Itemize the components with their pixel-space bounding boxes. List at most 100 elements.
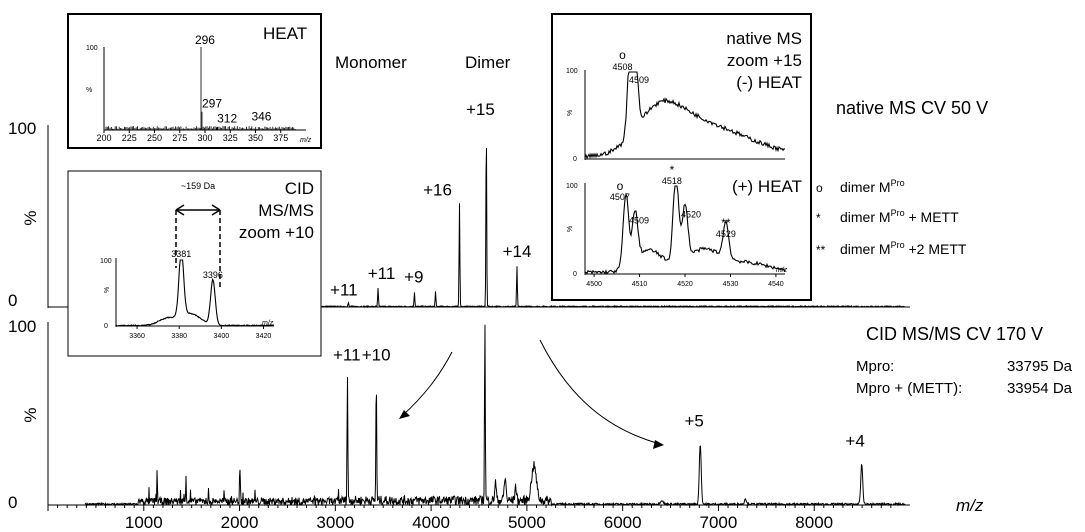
heat-y-label: % — [86, 87, 92, 94]
cidz-x-tick-label: 3420 — [256, 333, 272, 340]
cid-x-tick-label: 8000 — [795, 513, 833, 532]
cidz-x-label: m/z — [262, 320, 274, 327]
mpro-mett-mass-value: 33954 Da — [1007, 380, 1073, 397]
natz-a-peak-mark-0: o — [619, 48, 626, 62]
legend-symbol: o — [816, 181, 823, 195]
mpro-mett-mass-name: Mpro + (METT): — [856, 380, 962, 397]
heat-x-tick-label: 300 — [197, 133, 212, 143]
heat-peak-label-2: 312 — [217, 112, 237, 126]
inset-cid-zoom: 100 0 % 3360 3380 3400 3420 3381 3396 m/z CI… — [67, 170, 322, 357]
legend-text: dimer MPro +2 METT — [840, 240, 967, 257]
cidz-x-tick-label: 3360 — [129, 333, 145, 340]
cid-y-tick-100: 100 — [8, 317, 36, 336]
cid-panel: 100 0 % 1000 2000 3000 4000 5000 6000 7000 8000… — [8, 317, 1073, 532]
heat-peak-label-1: 297 — [202, 97, 222, 111]
native-peak-label-2: +9 — [404, 267, 423, 286]
natz-b-peak-mark-4: ** — [721, 216, 731, 230]
heat-x-tick-label: 200 — [96, 133, 111, 143]
natz-b-peak-label-3: 4520 — [681, 209, 701, 219]
native-ms-panel: 100 0 % +11+11 +9+16+15+14 Monomer Dimer … — [8, 53, 988, 310]
arrow-right-head — [653, 440, 664, 449]
cid-x-tick-label: 5000 — [508, 513, 546, 532]
legend: o dimer MPro * dimer MPro + METT ** dimer MPr… — [816, 178, 967, 257]
natz-b-trace — [584, 185, 786, 275]
heat-title: HEAT — [263, 24, 307, 43]
monomer-label: Monomer — [335, 53, 407, 72]
native-peak-label-6: +14 — [503, 242, 532, 261]
natz-title-line1: native MS — [726, 29, 802, 48]
cidz-x-tick-label: 3400 — [214, 333, 230, 340]
native-ms-title: native MS CV 50 V — [836, 98, 988, 118]
natz-b-peak-label-2: 4518 — [662, 176, 682, 186]
legend-symbol: ** — [816, 243, 826, 257]
cid-x-tick-label: 4000 — [412, 513, 450, 532]
natz-b-peak-label-0: 4507 — [610, 192, 630, 202]
mpro-mass-name: Mpro: — [856, 358, 894, 375]
natz-x-tick-label: 4510 — [632, 281, 648, 288]
cidz-peak-label-0: 3381 — [171, 249, 191, 259]
dimer-label: Dimer — [465, 53, 511, 72]
natz-second-title: (+) HEAT — [732, 177, 802, 196]
inset-cid-frame — [67, 170, 322, 357]
natz-x-tick-label: 4540 — [768, 281, 784, 288]
cid-x-tick-label: 6000 — [604, 513, 642, 532]
legend-text: dimer MPro — [840, 178, 905, 195]
cid-peak-label-3: +5 — [685, 412, 704, 431]
natz-x-tick-label: 4500 — [586, 281, 602, 288]
arrow-left-head — [399, 410, 410, 419]
natz-b-peak-label-1: 4509 — [629, 216, 649, 226]
cidz-x-tick-label: 3380 — [171, 333, 187, 340]
cidz-spectrum-trace — [115, 259, 274, 327]
cidz-delta-arrowheads — [175, 204, 221, 216]
cid-x-tick-label: 2000 — [221, 513, 259, 532]
inset-heat-frame — [67, 13, 322, 149]
heat-y-tick-100: 100 — [86, 45, 98, 52]
natz-b-peak-mark-0: o — [617, 179, 624, 193]
natz-x-tick-label: 4530 — [723, 281, 739, 288]
native-y-tick-100: 100 — [8, 119, 36, 138]
legend-symbol: * — [816, 211, 821, 225]
cid-spectrum-trace — [84, 324, 906, 507]
cid-peak-label-4: +4 — [845, 432, 864, 451]
cidz-title-line3: zoom +10 — [239, 223, 314, 242]
cidz-y-label: % — [104, 287, 111, 293]
native-peak-label-4: +16 — [423, 180, 452, 199]
inset-native-frame — [551, 13, 812, 301]
cidz-delta-annotation: ~159 Da — [181, 181, 215, 191]
inset-heat: 100 % 200 225 250 275 300 325 350 375 296 297312… — [67, 13, 322, 149]
natz-a-y-tick-100: 100 — [566, 68, 578, 75]
natz-b-y-tick-0: 0 — [573, 271, 577, 278]
natz-title-line3: (-) HEAT — [736, 73, 802, 92]
cid-x-label: m/z — [956, 496, 984, 515]
cid-x-tick-label: 7000 — [700, 513, 738, 532]
natz-x-tick-label: 4520 — [677, 281, 693, 288]
native-peak-label-0: +11 — [330, 280, 358, 299]
arrow-left — [401, 351, 453, 417]
natz-a-peak-label-1: 4509 — [629, 75, 649, 85]
natz-b-peak-mark-2: * — [670, 163, 675, 177]
cid-peak-label-1: +10 — [362, 346, 391, 365]
natz-x-label: m/z — [776, 267, 788, 274]
native-y-tick-0: 0 — [8, 291, 17, 310]
natz-b-peak-label-4: 4529 — [716, 229, 736, 239]
cidz-peak-label-1: 3396 — [203, 270, 223, 280]
heat-x-tick-label: 250 — [147, 133, 162, 143]
heat-x-tick-label: 325 — [223, 133, 238, 143]
cid-y-label: % — [21, 407, 40, 422]
heat-peak-label-0: 296 — [195, 33, 215, 47]
natz-b-y-tick-100: 100 — [566, 183, 578, 190]
heat-spectrum-trace — [105, 47, 296, 130]
cidz-y-tick-0: 0 — [104, 323, 108, 330]
heat-x-tick-label: 375 — [273, 133, 288, 143]
mpro-mass-value: 33795 Da — [1007, 358, 1073, 375]
natz-a-y-label: % — [567, 110, 574, 116]
natz-title-line2: zoom +15 — [727, 51, 802, 70]
native-y-label: % — [21, 210, 40, 225]
cid-x-tick-label: 1000 — [125, 513, 163, 532]
heat-peak-label-3: 346 — [251, 109, 271, 123]
cid-ms-title: CID MS/MS CV 170 V — [866, 324, 1043, 344]
cid-y-tick-0: 0 — [8, 493, 17, 512]
heat-x-tick-label: 275 — [172, 133, 187, 143]
